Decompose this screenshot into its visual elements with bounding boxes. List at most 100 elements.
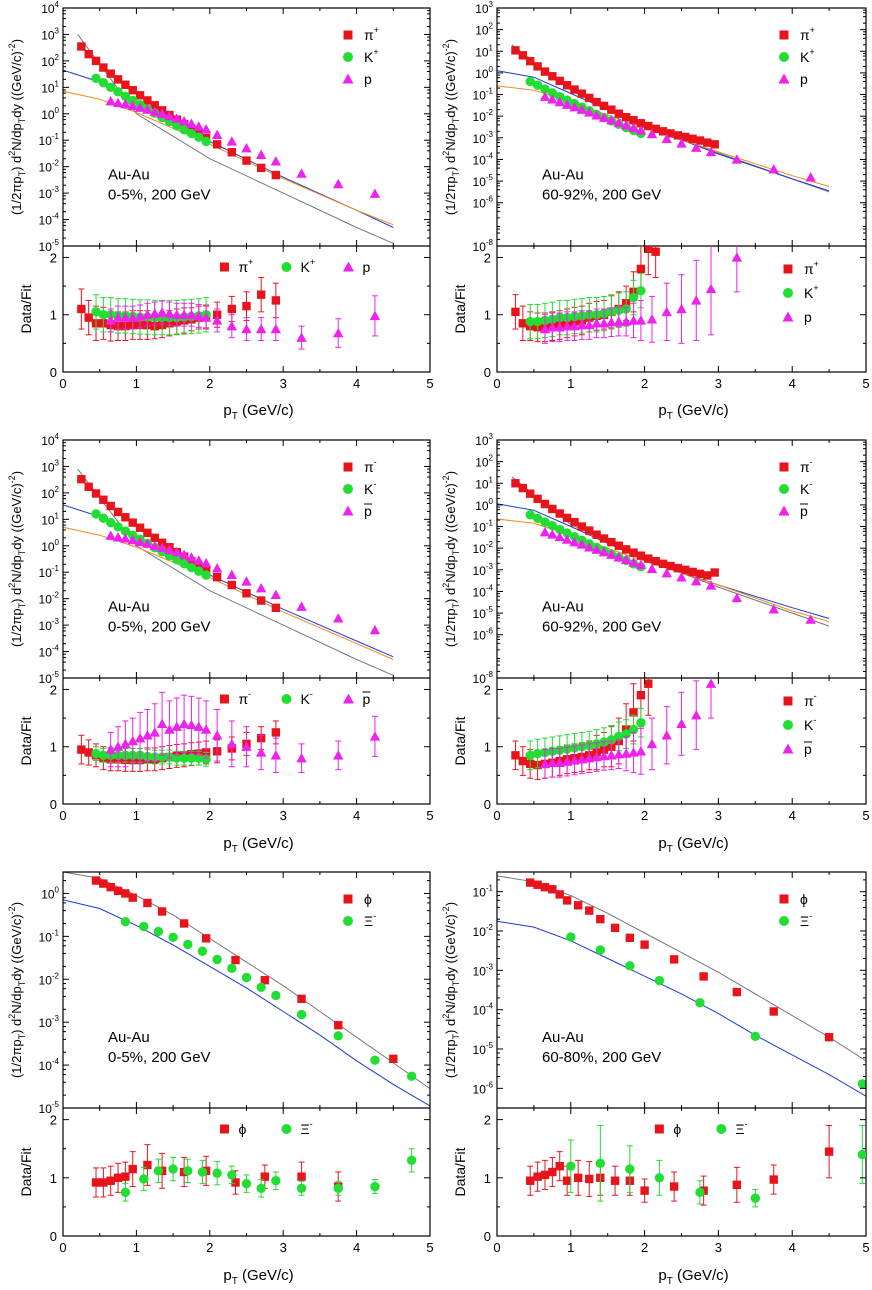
data-point-triangle [270,156,282,166]
ratio-y-tick-label: 0 [50,1229,57,1244]
data-point-square [610,923,620,933]
ratio-y-axis-label: Data/Fit [452,716,468,765]
data-point-triangle [296,168,307,178]
data-point-circle [212,954,222,965]
data-point-triangle [193,555,204,565]
data-point-triangle [635,125,647,135]
ratio-point-circle [614,731,624,742]
y-tick-label: 100 [475,65,493,81]
data-point-square [121,889,130,898]
data-point-triangle [200,124,212,134]
ratio-point-circle [179,753,189,763]
data-point-triangle [369,188,381,198]
ratio-point-circle [197,1167,208,1177]
y-tick-label: 10-5 [473,605,494,621]
data-point-triangle [333,613,344,623]
y-tick-label: 103 [41,458,59,474]
fit-lines [63,872,430,1107]
ratio-point-circle [172,753,182,763]
ratio-point-circle [296,1183,307,1193]
data-point-circle [91,73,101,83]
ratio-point-triangle [112,741,124,751]
data-point-triangle [576,539,588,549]
data-point-circle [525,510,535,520]
y-tick-label: 100 [41,106,59,122]
data-point-square [143,528,152,537]
y-tick-label: 10-1 [39,132,60,148]
spectrum-points [511,479,816,624]
data-point-circle [201,136,211,147]
ratio-point-triangle [613,316,624,326]
y-axis-label: (1/2πpT) d2N/dpTdy ((GeV/c)-2) [441,471,461,647]
ratio-legend-marker [342,261,354,272]
ratio-point-triangle [576,754,588,764]
data-point-square [680,565,690,575]
legend-marker [778,505,790,516]
ratio-legend-label: Ξ- [735,1119,747,1137]
data-point-circle [370,1055,380,1065]
data-point-square [128,85,137,95]
x-tick-label: 0 [59,1240,66,1255]
panel-r1c1: 10-510-410-310-210-1100101102103104(1/2π… [7,0,434,422]
data-point-triangle [211,129,223,140]
ratio-point-circle [271,1176,281,1186]
y-tick-label: 10-2 [473,923,494,939]
data-point-square [113,507,123,517]
data-point-triangle [112,532,124,542]
data-point-square [607,105,616,114]
ratio-point-square [518,319,528,328]
x-tick-label: 4 [353,808,360,823]
data-point-triangle [606,115,617,125]
legend-label: ϕ [364,891,372,907]
ratio-legend-marker [219,262,229,272]
legend-marker [343,484,353,494]
data-point-square [227,580,237,590]
annotation-line: 60-92%, 200 GeV [542,186,661,203]
ratio-y-tick-label: 2 [484,250,491,265]
data-point-circle [120,526,131,536]
ratio-point-triangle [561,320,573,331]
data-point-circle [194,132,204,142]
ratio-points [77,691,381,773]
ratio-points [91,1144,417,1202]
data-point-square [658,559,668,568]
data-point-triangle [211,563,223,573]
data-point-circle [172,120,182,131]
ratio-point-triangle [539,758,551,769]
annotation-line: Au-Au [108,598,150,615]
y-tick-label: 103 [41,26,59,42]
data-point-triangle [768,164,779,174]
x-tick-label: 3 [280,376,287,391]
ratio-legend-marker [783,264,793,274]
data-point-square [570,85,579,94]
ratio-point-triangle [270,750,282,760]
ratio-point-square [242,301,251,311]
x-axis-label: pT (GeV/c) [658,1267,728,1287]
data-point-square [548,504,557,514]
ratio-point-circle [157,752,167,762]
data-point-square [256,163,266,173]
ratio-legend-marker [783,288,793,298]
data-point-square [128,518,137,527]
data-point-square [562,513,572,523]
data-point-triangle [805,172,816,182]
spectrum-points [77,474,381,635]
ratio-point-triangle [661,306,672,317]
ratio-y-tick-label: 0 [50,365,57,380]
y-tick-label: 10-5 [39,238,60,254]
x-tick-label: 5 [862,376,869,391]
data-point-triangle [127,100,138,111]
ratio-point-triangle [646,314,658,324]
ratio-legend-marker [782,743,794,754]
ratio-point-square [629,708,638,717]
y-tick-label: 10-8 [473,238,494,254]
ratio-point-square [113,1173,123,1183]
data-point-square [673,563,683,573]
fit-lines [63,34,394,244]
data-point-triangle [661,567,672,578]
data-point-square [135,91,145,100]
ratio-point-triangle [149,727,160,737]
x-tick-label: 4 [789,1240,796,1255]
data-point-square [212,572,222,582]
